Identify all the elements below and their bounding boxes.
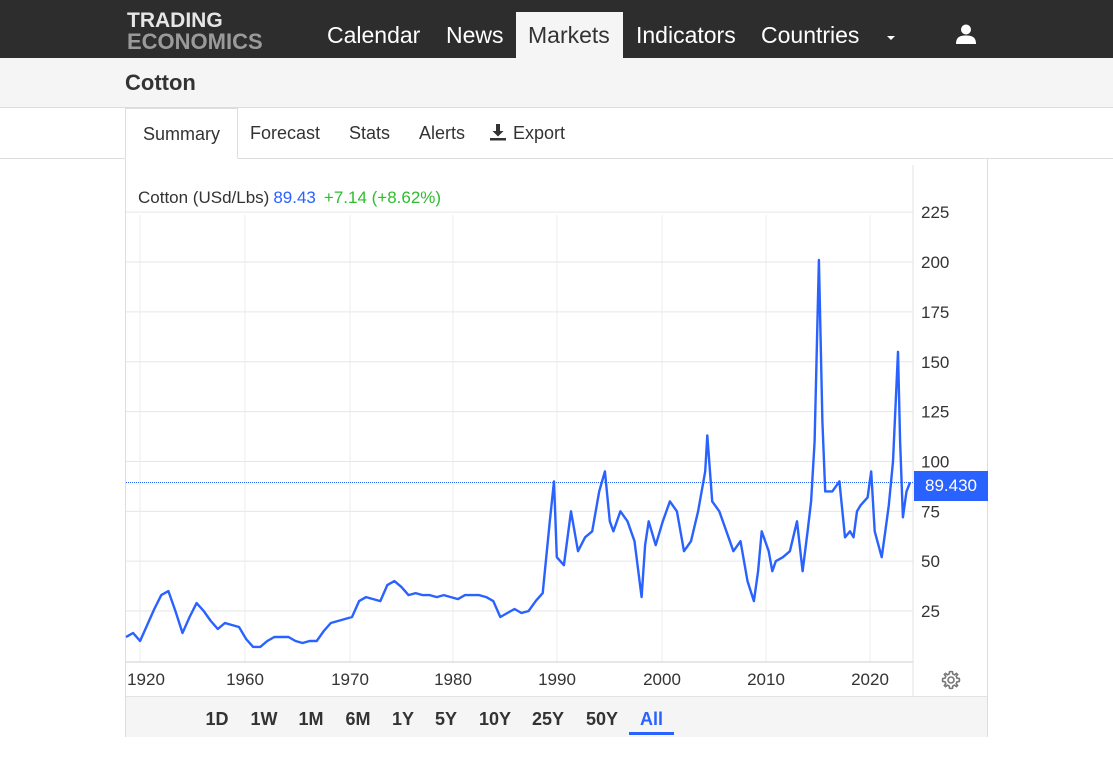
range-25y[interactable]: 25Y (531, 709, 565, 729)
y-tick-label: 200 (921, 253, 949, 272)
range-selector-bar (126, 696, 987, 737)
range-all[interactable]: All (629, 697, 674, 735)
nav-markets[interactable]: Markets (516, 12, 623, 58)
x-tick-label: 1920 (127, 670, 165, 689)
trading-economics-logo[interactable]: TRADING ECONOMICS (127, 9, 263, 54)
x-tick-label: 1980 (434, 670, 472, 689)
range-1w[interactable]: 1W (250, 709, 278, 729)
series-line-cotton (125, 258, 912, 649)
x-tick-label: 1990 (538, 670, 576, 689)
tab-export-label: Export (513, 123, 566, 143)
logo-line-2: ECONOMICS (127, 29, 263, 54)
nav-news[interactable]: News (446, 22, 504, 48)
tab-export[interactable]: Export (472, 108, 582, 158)
title-bar: Cotton (0, 58, 1113, 108)
legend-series-name: Cotton (USd/Lbs) (138, 188, 270, 207)
range-50y[interactable]: 50Y (585, 709, 619, 729)
y-tick-label: 225 (921, 203, 949, 222)
y-tick-label: 100 (921, 452, 949, 471)
x-tick-label: 2010 (747, 670, 785, 689)
legend-current-value: 89.43 (273, 188, 316, 207)
chart-settings-gear-icon[interactable] (940, 669, 962, 691)
x-tick-label: 2020 (851, 670, 889, 689)
x-tick-label: 1970 (331, 670, 369, 689)
more-dropdown-caret-icon[interactable] (887, 36, 895, 40)
tab-summary[interactable]: Summary (125, 108, 239, 159)
y-tick-label: 150 (921, 353, 949, 372)
user-icon[interactable] (955, 23, 977, 45)
range-1d[interactable]: 1D (205, 709, 229, 729)
range-6m[interactable]: 6M (345, 709, 371, 729)
tab-alerts[interactable]: Alerts (419, 123, 466, 143)
chart-grid (126, 211, 913, 662)
top-navigation: TRADING ECONOMICS Calendar News Markets … (0, 0, 1113, 58)
tabs-divider (0, 158, 1113, 159)
download-icon (490, 124, 506, 141)
y-tick-label: 25 (921, 602, 940, 621)
legend-change: +7.14 (+8.62%) (323, 188, 442, 207)
page-title: Cotton (125, 70, 196, 95)
tab-forecast[interactable]: Forecast (250, 123, 321, 143)
y-tick-label: 50 (921, 552, 940, 571)
logo-line-1: TRADING (127, 9, 223, 32)
range-10y[interactable]: 10Y (478, 709, 512, 729)
range-5y[interactable]: 5Y (434, 709, 458, 729)
y-tick-label: 75 (921, 502, 940, 521)
nav-calendar[interactable]: Calendar (327, 22, 421, 48)
y-tick-label: 125 (921, 403, 949, 422)
chart-legend: Cotton (USd/Lbs) 89.43 +7.14 (+8.62%) (138, 188, 441, 208)
tab-stats[interactable]: Stats (349, 123, 391, 143)
chart-axes: 25 50 75 100 125 150 175 200 225 1920 1960 1970 1980… (126, 165, 949, 696)
range-1y[interactable]: 1Y (391, 709, 415, 729)
x-tick-label: 2000 (643, 670, 681, 689)
y-tick-label: 175 (921, 303, 949, 322)
range-1m[interactable]: 1M (298, 709, 324, 729)
x-tick-label: 1960 (226, 670, 264, 689)
nav-indicators[interactable]: Indicators (636, 22, 736, 48)
nav-countries[interactable]: Countries (761, 22, 860, 48)
current-price-tag: 89.430 (914, 471, 988, 501)
